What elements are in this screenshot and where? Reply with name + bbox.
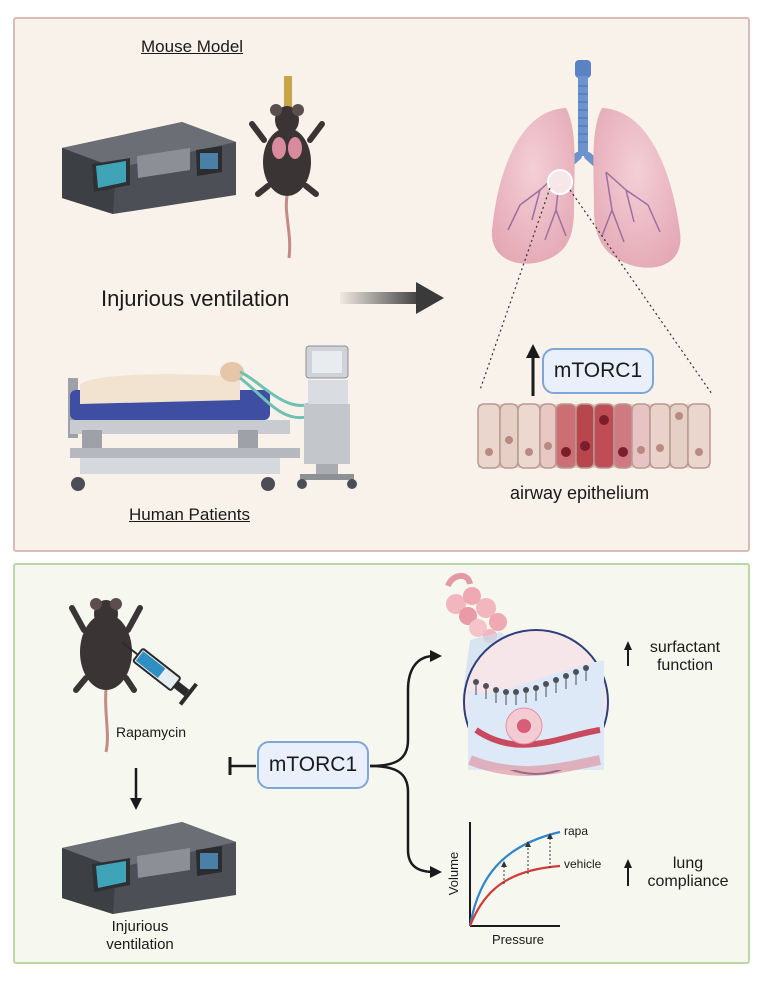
surfactant-function-label: surfactant function <box>640 639 730 675</box>
compliance-line: compliance <box>647 873 729 890</box>
rapa-legend-label: rapa <box>564 824 589 838</box>
lung-line: lung <box>672 855 704 872</box>
hospital-bed-patient-icon <box>68 362 335 491</box>
human-patients-label: Human Patients <box>129 505 250 524</box>
vehicle-legend-label: vehicle <box>564 857 602 871</box>
surfactant-up-arrow-icon <box>624 641 632 666</box>
right-arrow-icon <box>340 282 444 314</box>
injurious-ventilation-label: Injurious ventilation <box>101 286 290 311</box>
injurious-ventilation-bottom-label: Injurious ventilation <box>100 918 180 954</box>
graph-xlabel: Pressure <box>492 932 545 947</box>
down-arrow-icon <box>130 768 142 810</box>
ventilator-machine-bottom-icon <box>62 822 236 914</box>
ventilator-machine-icon <box>62 122 236 214</box>
epithelium-cells-icon <box>477 403 711 469</box>
ventilator-stand-icon <box>297 345 357 489</box>
vehicle-curve <box>468 864 561 927</box>
inhibition-icon <box>228 757 256 775</box>
zoom-circle-icon <box>547 169 573 195</box>
lung-compliance-label: lung compliance <box>640 855 736 891</box>
mtorc1-top-pill: mTORC1 <box>542 348 654 394</box>
lungs-icon <box>479 60 713 395</box>
rapamycin-label: Rapamycin <box>116 724 187 740</box>
branching-brace-icon <box>369 650 442 878</box>
ventilation-line: ventilation <box>106 936 174 953</box>
mouse-intubated-icon <box>249 76 325 259</box>
function-line: function <box>656 657 714 674</box>
compliance-up-arrow-icon <box>624 859 632 886</box>
mouse-model-label: Mouse Model <box>141 37 244 56</box>
airway-epithelium-label: airway epithelium <box>510 483 650 503</box>
mtorc1-bottom-pill: mTORC1 <box>257 741 369 789</box>
up-arrow-icon <box>526 344 540 396</box>
injurious-line: Injurious <box>111 918 169 935</box>
mouse-injection-icon <box>69 598 143 753</box>
rapa-curve <box>468 830 561 927</box>
surfactant-line: surfactant <box>649 639 721 656</box>
pressure-volume-graph <box>468 822 561 927</box>
syringe-icon <box>121 641 198 706</box>
graph-ylabel: Volume <box>446 851 462 896</box>
mtorc1-top-label: mTORC1 <box>553 359 643 382</box>
mtorc1-bottom-label: mTORC1 <box>268 753 358 776</box>
alveolar-zoom-circle-icon <box>463 629 609 776</box>
